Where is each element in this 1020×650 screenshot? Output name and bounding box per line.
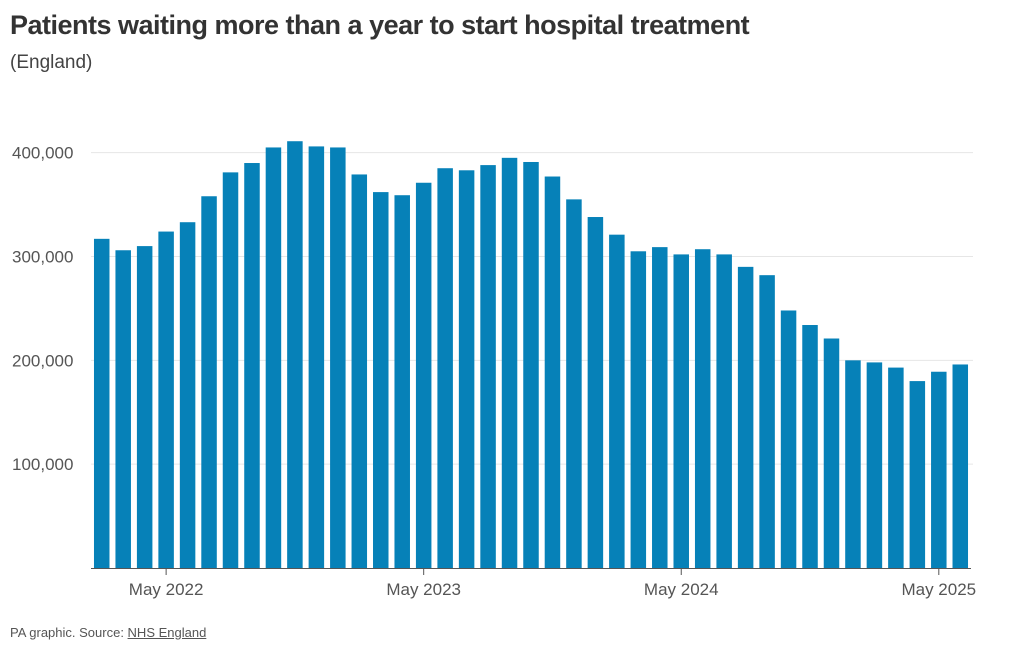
bar	[415, 182, 432, 568]
y-axis: 100,000 200,000 300,000 400,000	[12, 144, 73, 475]
bar	[630, 251, 647, 569]
bar	[737, 266, 754, 568]
bar	[609, 234, 625, 569]
bar	[673, 254, 689, 568]
bar	[909, 381, 926, 568]
source-note: PA graphic. Source: NHS England	[10, 625, 206, 640]
bar	[888, 367, 904, 568]
source-prefix: PA graphic. Source:	[10, 625, 128, 640]
bar	[265, 147, 282, 568]
bar	[652, 247, 668, 568]
x-axis: May 2022 May 2023 May 2024 May 2025	[91, 568, 976, 599]
bar	[587, 217, 604, 568]
x-tick-label: May 2023	[386, 580, 461, 599]
bar	[866, 362, 883, 568]
chart-subtitle: (England)	[10, 52, 93, 73]
bar	[437, 168, 453, 568]
source-link[interactable]: NHS England	[127, 625, 207, 640]
bar	[780, 310, 797, 568]
bar	[501, 157, 518, 568]
x-tick-label: May 2025	[901, 580, 976, 599]
x-tick-label: May 2024	[644, 580, 719, 599]
bar	[351, 174, 368, 568]
bars	[93, 141, 969, 569]
bar	[373, 192, 389, 568]
bar	[330, 147, 346, 568]
bar	[136, 246, 153, 568]
bar	[179, 222, 196, 568]
y-tick-label: 300,000	[12, 247, 73, 266]
y-tick-label: 100,000	[12, 455, 73, 474]
bar	[115, 250, 131, 568]
bar	[244, 163, 260, 568]
bar	[716, 254, 732, 568]
y-tick-label: 200,000	[12, 351, 73, 370]
bar	[845, 360, 861, 568]
bar	[952, 364, 969, 568]
bar	[308, 146, 325, 568]
bar	[802, 325, 818, 568]
bar	[394, 195, 410, 568]
bar	[480, 165, 496, 568]
bar	[566, 199, 582, 568]
bar	[287, 141, 303, 568]
bar	[523, 161, 539, 568]
bar	[158, 231, 174, 568]
bar	[823, 338, 840, 568]
bar	[544, 176, 561, 568]
bar	[222, 172, 239, 568]
bar	[694, 249, 711, 568]
x-tick-label: May 2022	[129, 580, 204, 599]
bar	[201, 196, 217, 568]
bar	[759, 275, 775, 568]
bar	[931, 371, 947, 568]
bar	[93, 238, 110, 568]
chart-title: Patients waiting more than a year to sta…	[10, 10, 750, 40]
y-tick-label: 400,000	[12, 144, 73, 163]
bar	[458, 170, 475, 568]
